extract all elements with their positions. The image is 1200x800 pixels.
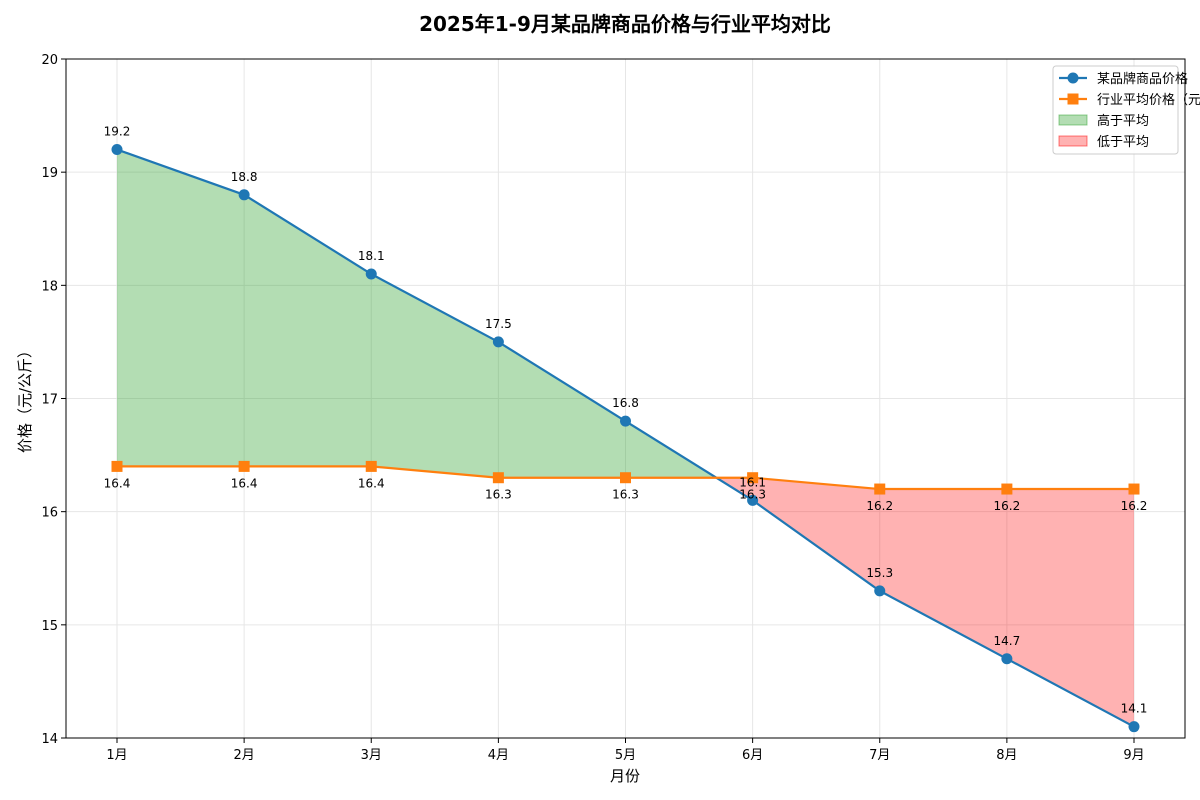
- data-point: [492, 472, 504, 484]
- data-point: [492, 336, 504, 348]
- data-point: [874, 585, 886, 597]
- data-label: 16.3: [485, 488, 512, 502]
- data-label: 16.4: [104, 476, 131, 490]
- series-lines: [111, 144, 1140, 733]
- y-axis: 14 15 16 17 18 19 20: [41, 53, 66, 747]
- x-axis: 1月 2月 3月 4月 5月 6月 7月 8月 9月: [106, 738, 1145, 763]
- y-tick-label: 17: [41, 393, 58, 408]
- fill-above-average: [117, 149, 717, 478]
- data-label: 16.4: [358, 476, 385, 490]
- data-label: 14.1: [1121, 702, 1148, 716]
- y-tick-label: 18: [41, 279, 58, 294]
- x-tick-label: 4月: [488, 748, 509, 763]
- data-label: 18.1: [358, 249, 385, 263]
- legend-patch: [1058, 114, 1088, 126]
- legend-label: 高于平均: [1097, 113, 1149, 129]
- data-label: 18.8: [231, 170, 258, 184]
- data-label: 17.5: [485, 317, 512, 331]
- legend-label: 行业平均价格（元）: [1097, 92, 1200, 108]
- data-point: [747, 472, 759, 484]
- y-tick-label: 14: [41, 732, 58, 747]
- data-point: [111, 144, 123, 156]
- data-labels: 19.2 18.8 18.1 17.5 16.8 16.1 15.3 14.7 14.1 16.4…: [104, 125, 1148, 716]
- data-point: [1128, 721, 1140, 733]
- data-label: 19.2: [104, 125, 131, 139]
- x-tick-label: 1月: [106, 748, 127, 763]
- data-label: 16.2: [866, 499, 893, 513]
- data-point: [365, 460, 377, 472]
- legend-label: 低于平均: [1097, 135, 1149, 150]
- x-tick-label: 6月: [742, 748, 763, 763]
- data-label: 16.2: [994, 499, 1021, 513]
- legend-patch: [1058, 135, 1088, 147]
- x-tick-label: 8月: [996, 748, 1017, 763]
- data-point: [747, 494, 759, 506]
- data-label: 14.7: [994, 634, 1021, 648]
- chart-title: 2025年1-9月某品牌商品价格与行业平均对比: [419, 12, 831, 36]
- legend-box: [1052, 65, 1179, 155]
- data-point: [1001, 483, 1013, 495]
- data-point: [620, 415, 631, 427]
- data-label: 16.2: [1121, 499, 1148, 513]
- data-label: 16.1: [739, 475, 766, 489]
- data-point: [1128, 483, 1140, 495]
- data-label: 15.3: [866, 566, 893, 580]
- data-label: 16.8: [612, 396, 639, 410]
- legend-marker: [1067, 72, 1079, 84]
- x-axis-label: 月份: [610, 767, 640, 785]
- data-point: [238, 460, 250, 472]
- data-point: [111, 460, 123, 472]
- data-point: [238, 189, 250, 201]
- data-point: [620, 472, 631, 484]
- x-tick-label: 5月: [615, 748, 636, 763]
- y-tick-label: 20: [41, 53, 58, 68]
- y-axis-label: 价格（元/公斤）: [16, 343, 34, 453]
- data-point: [874, 483, 886, 495]
- x-tick-label: 3月: [361, 748, 382, 763]
- x-tick-label: 9月: [1123, 748, 1144, 763]
- x-tick-label: 2月: [233, 748, 254, 763]
- x-tick-label: 7月: [869, 748, 890, 763]
- legend-marker: [1067, 93, 1079, 105]
- fill-areas: [117, 149, 1134, 727]
- data-label: 16.3: [739, 488, 766, 502]
- data-label: 16.3: [612, 488, 639, 502]
- y-tick-label: 19: [41, 166, 58, 181]
- data-label: 16.4: [231, 476, 258, 490]
- fill-below-average: [716, 477, 1134, 727]
- y-tick-label: 16: [41, 506, 58, 521]
- data-point: [1001, 653, 1013, 665]
- data-point: [365, 268, 377, 280]
- y-tick-label: 15: [41, 619, 58, 634]
- legend-label: 某品牌商品价格: [1097, 71, 1188, 87]
